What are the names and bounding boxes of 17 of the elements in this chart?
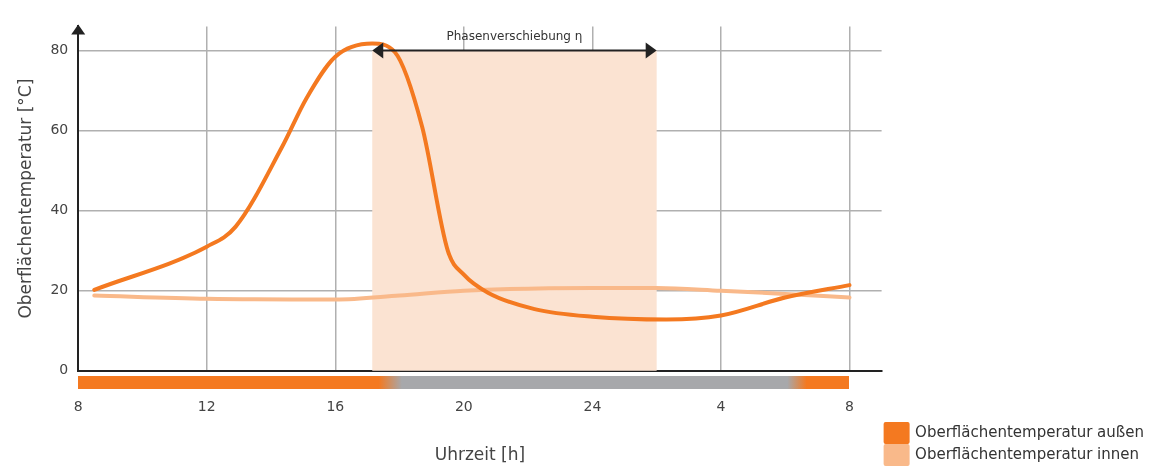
- band-label: Phasenverschiebung η: [446, 28, 583, 43]
- x-tick-label: 8: [73, 397, 83, 414]
- x-tick-label: 8: [845, 397, 854, 414]
- x-axis-title: Uhrzeit [h]: [434, 444, 526, 465]
- y-tick-label: 80: [50, 41, 69, 58]
- x-tick-label: 12: [197, 397, 216, 414]
- x-tick-label: 4: [716, 397, 726, 414]
- y-tick-label: 60: [50, 121, 69, 138]
- x-tick-label: 16: [326, 397, 345, 414]
- y-tick-label: 0: [59, 361, 69, 378]
- legend-label: Oberflächentemperatur außen: [915, 422, 1144, 441]
- y-tick-label: 20: [50, 281, 69, 298]
- y-axis-title: Oberflächentemperatur [°C]: [14, 78, 35, 319]
- legend-label: Oberflächentemperatur innen: [915, 444, 1140, 463]
- x-tick-label: 24: [583, 397, 602, 414]
- x-tick-label: 20: [454, 397, 473, 414]
- y-tick-label: 40: [50, 201, 69, 218]
